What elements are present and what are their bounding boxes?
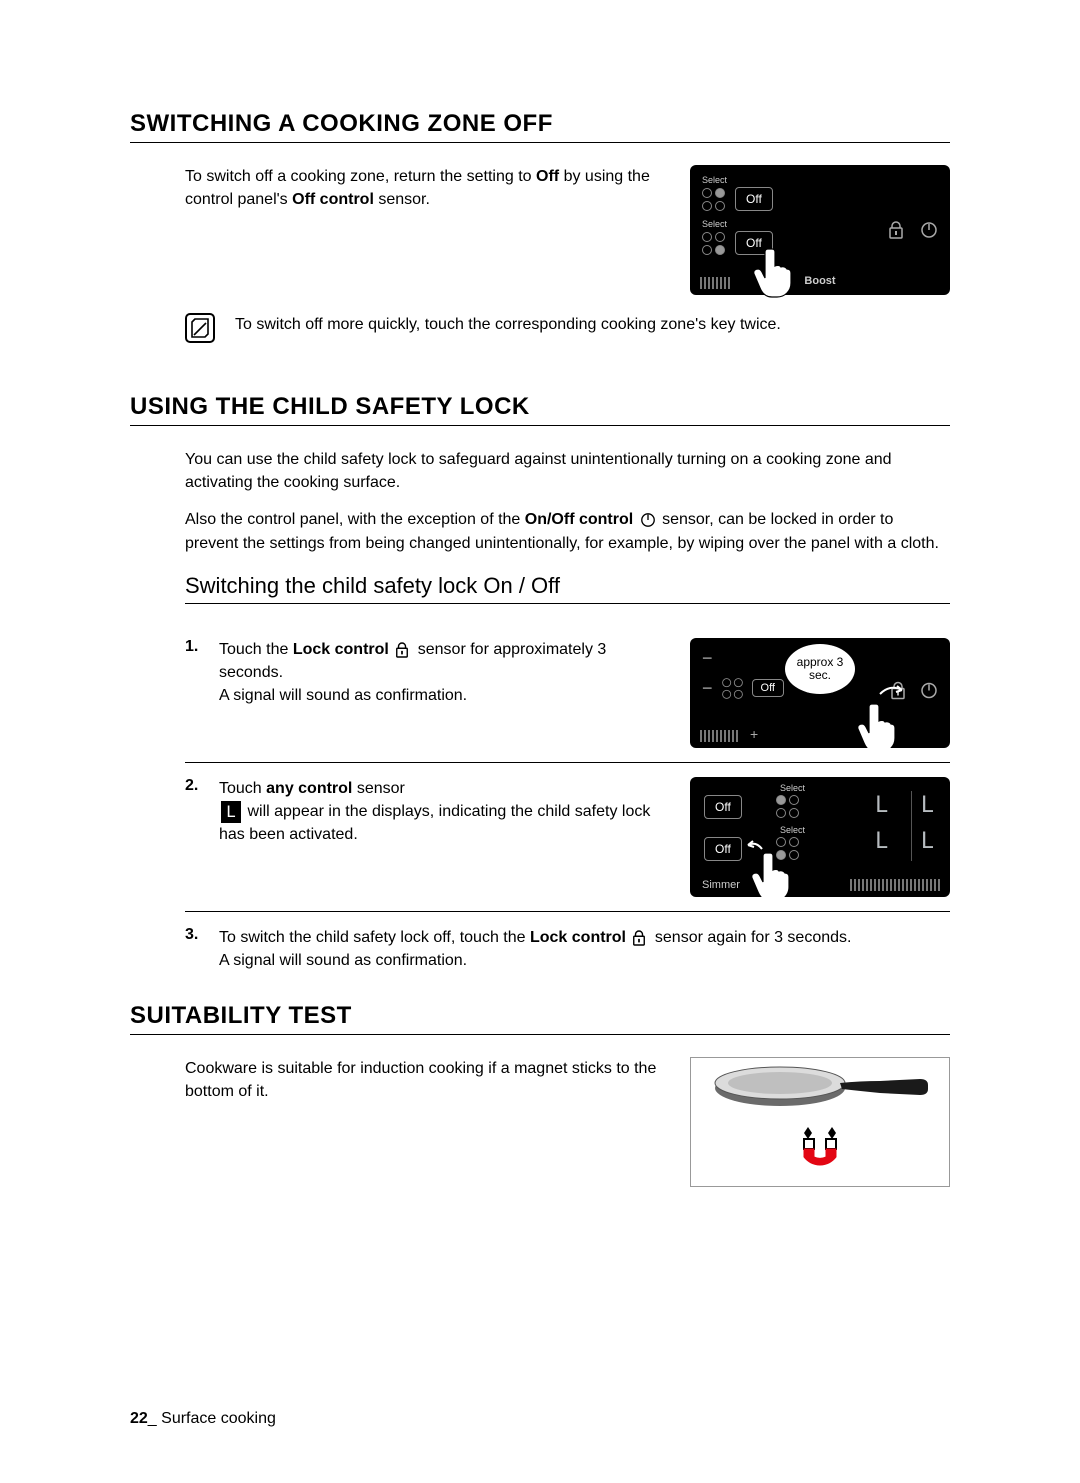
step-figure: Select Off Select Off L L L L Simmer	[690, 777, 950, 897]
step-number: 1.	[185, 638, 201, 656]
right-icons	[888, 221, 938, 239]
text: To switch off a cooking zone, return the…	[185, 168, 536, 185]
heading-suitability: SUITABILITY TEST	[130, 1002, 950, 1035]
off-display: Off	[735, 231, 773, 255]
control-panel-illustration: − − Off approx 3 sec. +	[690, 638, 950, 748]
step-text: To switch the child safety lock off, tou…	[219, 926, 950, 972]
note-text: To switch off more quickly, touch the co…	[235, 313, 781, 336]
text-bold: Off	[536, 168, 559, 185]
burner-icon	[776, 837, 799, 860]
arrow-icon	[746, 835, 766, 853]
step-number: 3.	[185, 926, 201, 944]
control-panel-illustration: Select Off Select Off L L L L Simmer	[690, 777, 950, 897]
step-3: 3. To switch the child safety lock off, …	[185, 911, 950, 986]
step-1: 1. Touch the Lock control sensor for app…	[185, 624, 950, 762]
text: sensor.	[374, 191, 430, 208]
burner-icon	[776, 795, 799, 818]
power-icon	[920, 681, 938, 704]
subheading-lock-onoff: Switching the child safety lock On / Off	[185, 573, 950, 604]
burner-icon	[702, 232, 725, 255]
footer-label: _ Surface cooking	[148, 1410, 276, 1427]
step-2: 2. Touch any control sensor L will appea…	[185, 762, 950, 911]
heading-switching-off: SWITCHING A COOKING ZONE OFF	[130, 110, 950, 143]
step-number: 2.	[185, 777, 201, 795]
burner-icon	[722, 678, 743, 699]
boost-label: Boost	[804, 275, 835, 287]
suitability-row: Cookware is suitable for induction cooki…	[185, 1057, 950, 1187]
power-icon	[920, 221, 938, 239]
off-display: Off	[704, 837, 742, 861]
off-display: Off	[752, 679, 784, 697]
note-icon	[185, 313, 215, 343]
switch-off-row: To switch off a cooking zone, return the…	[185, 165, 950, 295]
bubble-label: approx 3 sec.	[785, 644, 855, 694]
off-display: Off	[704, 795, 742, 819]
zone-row-1: Select Off	[702, 175, 938, 211]
select-label: Select	[702, 175, 938, 185]
lock-symbol-icon: L	[221, 801, 241, 823]
child-lock-intro: You can use the child safety lock to saf…	[185, 448, 950, 555]
display-L: L L	[875, 829, 936, 854]
heading-child-lock: USING THE CHILD SAFETY LOCK	[130, 393, 950, 426]
paragraph: Also the control panel, with the excepti…	[185, 508, 950, 554]
step-figure: − − Off approx 3 sec. +	[690, 638, 950, 748]
paragraph: You can use the child safety lock to saf…	[185, 448, 950, 494]
lock-icon	[395, 642, 411, 658]
note-row: To switch off more quickly, touch the co…	[185, 313, 950, 343]
power-icon	[640, 512, 656, 528]
burner-icon	[702, 188, 725, 211]
switch-off-text: To switch off a cooking zone, return the…	[185, 165, 670, 225]
control-panel-illustration: Select Off Select Off	[690, 165, 950, 295]
frying-pan-icon	[710, 1063, 930, 1113]
step-text: Touch any control sensor L will appear i…	[219, 777, 672, 847]
suitability-text: Cookware is suitable for induction cooki…	[185, 1057, 670, 1117]
simmer-label: Simmer	[702, 879, 740, 891]
steps-list: 1. Touch the Lock control sensor for app…	[185, 624, 950, 986]
pan-magnet-illustration	[690, 1057, 950, 1187]
page-footer: 22_ Surface cooking	[130, 1410, 276, 1428]
magnet-icon	[790, 1121, 850, 1181]
arrow-icon	[878, 680, 906, 700]
lock-icon	[888, 221, 904, 239]
step-text: Touch the Lock control sensor for approx…	[219, 638, 672, 708]
lock-icon	[632, 930, 648, 946]
off-display: Off	[735, 187, 773, 211]
display-L: L L	[875, 793, 936, 818]
page-number: 22	[130, 1410, 148, 1427]
text-bold: Off control	[292, 191, 374, 208]
